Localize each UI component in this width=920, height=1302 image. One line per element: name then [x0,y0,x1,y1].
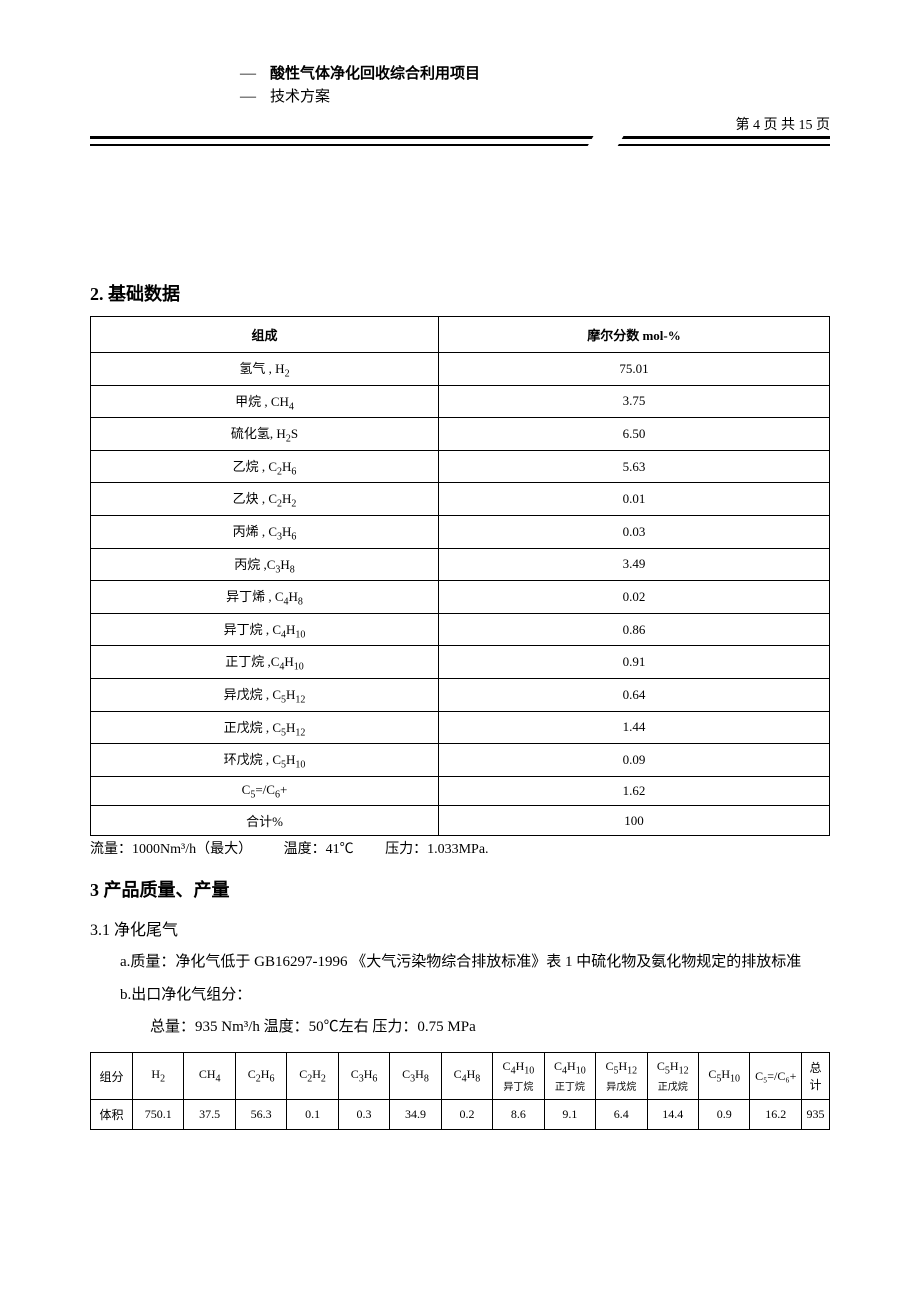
composition-table: 组成 摩尔分数 mol-% 氢气 , H275.01甲烷 , CH43.75硫化… [90,316,830,836]
doc-subtitle: 技术方案 [270,85,330,106]
outlet-composition-table: 组分H2CH4C2H6C2H2C3H6C3H8C4H8C4H10异丁烷C4H10… [90,1052,830,1130]
composition-cell: 环戊烷 , C5H10 [91,744,439,777]
composition-cell: 硫化氢, H2S [91,418,439,451]
composition-cell: 氢气 , H2 [91,353,439,386]
doc-title: 酸性气体净化回收综合利用项目 [270,62,480,83]
header-rule [90,136,830,160]
composition-cell: 丙烷 ,C3H8 [91,548,439,581]
page-number: 第 4 页 共 15 页 [90,114,830,134]
mol-percent-cell: 0.01 [438,483,829,516]
composition-cell: 异戊烷 , C5H12 [91,678,439,711]
mol-percent-cell: 0.64 [438,678,829,711]
mol-percent-cell: 75.01 [438,353,829,386]
mol-percent-cell: 5.63 [438,450,829,483]
t2-header-cell: 组分 [91,1052,133,1099]
t2-header-cell: C4H10正丁烷 [544,1052,595,1099]
t2-value-cell: 体积 [91,1100,133,1130]
t2-header-cell: CH4 [184,1052,235,1099]
mol-percent-cell: 1.44 [438,711,829,744]
composition-cell: 异丁烯 , C4H8 [91,581,439,614]
t2-value-cell: 0.1 [287,1100,338,1130]
t2-header-cell: C3H6 [338,1052,389,1099]
para-3-1-b: b.出口净化气组分： [90,981,830,1010]
t2-value-cell: 16.2 [750,1100,802,1130]
t2-header-cell: C3H8 [390,1052,441,1099]
t2-value-cell: 14.4 [647,1100,698,1130]
t2-header-cell: C5H12异戊烷 [596,1052,647,1099]
composition-cell: 正戊烷 , C5H12 [91,711,439,744]
t2-header-cell: H2 [133,1052,184,1099]
t2-value-cell: 6.4 [596,1100,647,1130]
t2-value-cell: 0.3 [338,1100,389,1130]
mol-percent-cell: 3.49 [438,548,829,581]
mol-percent-cell: 6.50 [438,418,829,451]
mol-percent-cell: 3.75 [438,385,829,418]
para-3-1-line: 总量：935 Nm³/h 温度：50℃左右 压力：0.75 MPa [90,1013,830,1042]
section-2-heading: 2. 基础数据 [90,280,830,306]
mol-percent-cell: 100 [438,806,829,836]
para-3-1-a: a.质量：净化气低于 GB16297-1996 《大气污染物综合排放标准》表 1… [90,948,830,977]
col-mol-percent: 摩尔分数 mol-% [438,317,829,353]
conditions-line: 流量：1000Nm³/h（最大） 温度：41℃ 压力：1.033MPa. [90,838,830,858]
composition-cell: 甲烷 , CH4 [91,385,439,418]
mol-percent-cell: 0.91 [438,646,829,679]
document-header: — 酸性气体净化回收综合利用项目 — 技术方案 [90,62,830,106]
composition-cell: 合计% [91,806,439,836]
t2-header-cell: C2H2 [287,1052,338,1099]
composition-cell: 乙烷 , C2H6 [91,450,439,483]
composition-cell: 正丁烷 ,C4H10 [91,646,439,679]
t2-value-cell: 9.1 [544,1100,595,1130]
composition-cell: C5=/C6+ [91,776,439,806]
col-composition: 组成 [91,317,439,353]
composition-cell: 乙炔 , C2H2 [91,483,439,516]
t2-value-cell: 0.2 [441,1100,492,1130]
mol-percent-cell: 0.86 [438,613,829,646]
t2-value-cell: 0.9 [698,1100,749,1130]
section-3-1-heading: 3.1 净化尾气 [90,916,830,940]
t2-value-cell: 37.5 [184,1100,235,1130]
t2-value-cell: 8.6 [493,1100,544,1130]
mol-percent-cell: 0.03 [438,515,829,548]
t2-header-cell: C₅=/C₆+ [750,1052,802,1099]
mol-percent-cell: 1.62 [438,776,829,806]
t2-value-cell: 34.9 [390,1100,441,1130]
dash-icon: — [240,65,256,83]
mol-percent-cell: 0.02 [438,581,829,614]
composition-cell: 丙烯 , C3H6 [91,515,439,548]
t2-value-cell: 56.3 [235,1100,286,1130]
t2-value-cell: 750.1 [133,1100,184,1130]
mol-percent-cell: 0.09 [438,744,829,777]
t2-header-cell: C2H6 [235,1052,286,1099]
section-3-heading: 3 产品质量、产量 [90,876,830,902]
t2-header-cell: 总计 [802,1052,830,1099]
t2-header-cell: C5H12正戊烷 [647,1052,698,1099]
t2-header-cell: C4H8 [441,1052,492,1099]
t2-header-cell: C4H10异丁烷 [493,1052,544,1099]
t2-value-cell: 935 [802,1100,830,1130]
t2-header-cell: C5H10 [698,1052,749,1099]
composition-cell: 异丁烷 , C4H10 [91,613,439,646]
dash-icon: — [240,88,256,106]
